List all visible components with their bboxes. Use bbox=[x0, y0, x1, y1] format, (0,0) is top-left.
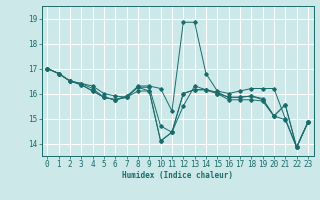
X-axis label: Humidex (Indice chaleur): Humidex (Indice chaleur) bbox=[122, 171, 233, 180]
